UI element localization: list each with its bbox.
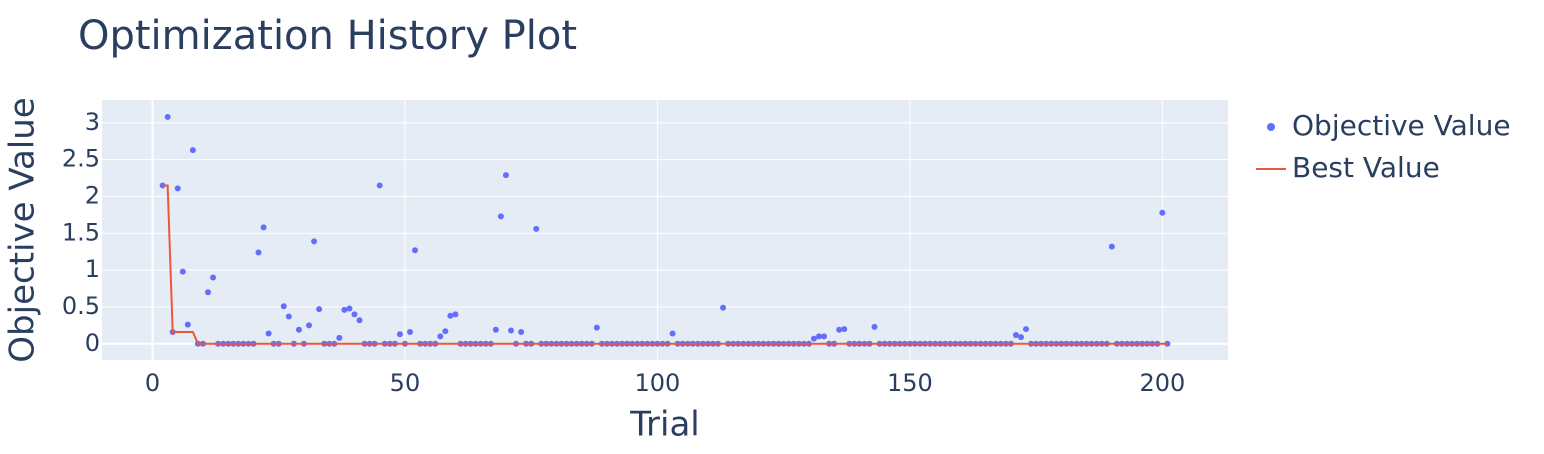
x-tick-label: 50: [390, 369, 421, 397]
point: [255, 249, 262, 256]
legend-swatch: [1267, 123, 1275, 131]
x-tick-label: 100: [635, 369, 681, 397]
point: [336, 334, 343, 341]
point: [285, 313, 292, 320]
point: [533, 225, 540, 232]
point: [306, 322, 313, 329]
point: [1023, 326, 1030, 333]
point: [189, 147, 196, 154]
point: [492, 326, 499, 333]
point: [841, 326, 848, 333]
point: [507, 327, 514, 334]
y-tick-label: 1.5: [62, 218, 100, 246]
point: [407, 329, 414, 336]
x-tick-label: 200: [1139, 369, 1185, 397]
point: [816, 333, 823, 340]
point: [1108, 243, 1115, 250]
point: [311, 238, 318, 245]
point: [669, 330, 676, 337]
x-axis-title: Trial: [629, 405, 699, 445]
marks: [159, 113, 1171, 347]
y-tick-label: 0.5: [62, 292, 100, 320]
point: [447, 312, 454, 319]
point: [518, 329, 525, 336]
y-tick-label: 1: [85, 255, 100, 283]
plot-area: [102, 100, 1228, 360]
point: [265, 330, 272, 337]
point: [205, 289, 212, 296]
y-tick-label: 0: [85, 329, 100, 357]
best-value-line: [162, 184, 1168, 345]
point: [260, 224, 267, 231]
point: [412, 247, 419, 254]
y-axis-title: Objective Value: [3, 97, 43, 362]
point: [1017, 334, 1024, 341]
y-tick-label: 2: [85, 181, 100, 209]
point: [316, 306, 323, 313]
point: [593, 324, 600, 331]
point: [720, 304, 727, 311]
point: [179, 268, 186, 275]
point: [396, 331, 403, 338]
legend-label: Best Value: [1292, 151, 1440, 184]
y-tick-label: 2.5: [62, 145, 100, 173]
point: [821, 333, 828, 340]
point: [452, 311, 459, 318]
point: [174, 185, 181, 192]
x-tick-label: 150: [887, 369, 933, 397]
point: [356, 317, 363, 324]
point: [1159, 209, 1166, 216]
point: [437, 333, 444, 340]
point: [836, 326, 843, 333]
point: [871, 323, 878, 330]
y-tick-label: 3: [85, 108, 100, 136]
point: [497, 213, 504, 220]
point: [280, 303, 287, 310]
point: [295, 326, 302, 333]
chart-title: Optimization History Plot: [78, 13, 577, 59]
legend-label: Objective Value: [1292, 109, 1511, 142]
legend: Objective Value Best Value: [1256, 109, 1511, 184]
point: [502, 172, 509, 179]
point: [442, 328, 449, 335]
x-tick-label: 0: [145, 369, 160, 397]
point: [184, 321, 191, 328]
point: [164, 113, 171, 120]
point: [1012, 331, 1019, 338]
point: [810, 335, 817, 342]
point: [210, 274, 217, 281]
point: [341, 306, 348, 313]
point: [346, 305, 353, 312]
point: [351, 311, 358, 318]
point: [376, 182, 383, 189]
